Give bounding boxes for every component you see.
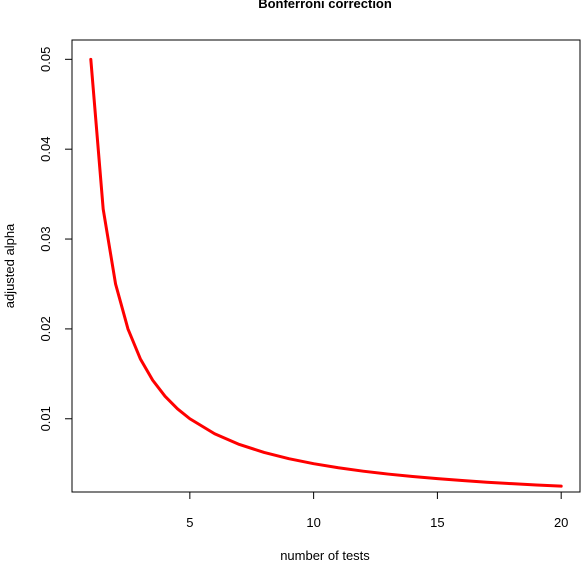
- x-tick-label: 10: [306, 515, 320, 530]
- y-axis: 0.01 0.02 0.03 0.04 0.05: [38, 47, 73, 431]
- x-axis: 5 10 15 20: [186, 491, 568, 530]
- x-tick-label: 15: [430, 515, 444, 530]
- plot-box: [71, 39, 581, 493]
- y-tick-label: 0.04: [38, 137, 53, 162]
- y-tick-label: 0.02: [38, 316, 53, 341]
- series-layer: [89, 57, 563, 488]
- x-tick-label: 20: [554, 515, 568, 530]
- y-tick-label: 0.03: [38, 226, 53, 251]
- chart-title: Bonferroni correction: [258, 0, 392, 11]
- x-tick-label: 5: [186, 515, 193, 530]
- y-tick-label: 0.01: [38, 406, 53, 431]
- y-tick-label: 0.05: [38, 47, 53, 72]
- series-line: [89, 57, 563, 488]
- x-axis-label: number of tests: [280, 548, 370, 563]
- y-axis-label: adjusted alpha: [2, 223, 17, 308]
